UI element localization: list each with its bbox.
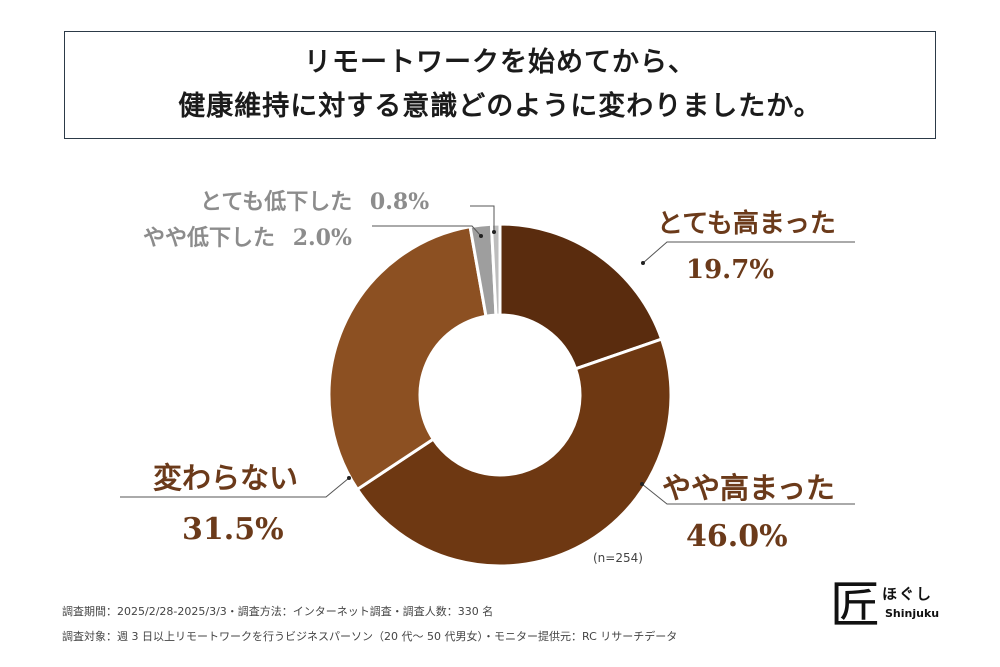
leader-somewhat-increased-dot [640,482,644,486]
label-very-decreased: とても低下した [200,189,353,215]
title-line-1: リモートワークを始めてから、 [304,47,696,78]
leader-unchanged [120,477,350,498]
logo-mark: 匠 [830,576,880,634]
brand-logo: 匠 ほぐし Shinjuku [830,575,960,635]
label-very-increased: とても高まった [657,209,836,239]
sample-size-note: (n=254) [593,551,643,565]
logo-kana: ほぐし [882,585,934,603]
label-unchanged: 変わらない [153,461,299,495]
title-line-2: 健康維持に対する意識どのように変わりましたか。 [178,91,822,122]
leader-very-increased-dot [641,261,645,265]
leader-very-increased [642,241,855,264]
footer-survey-target: 調査対象：週 3 日以上リモートワークを行うビジネスパーソン（20 代～ 50 … [62,630,678,643]
label-somewhat-decreased-group: やや低下した 2.0% [143,220,352,252]
title-box: リモートワークを始めてから、 健康維持に対する意識どのように変わりましたか。 [64,31,936,139]
value-somewhat-increased: 46.0% [686,519,788,554]
slice-unchanged [327,224,488,492]
value-very-increased: 19.7% [686,255,775,285]
leader-very-decreased [470,205,495,232]
value-somewhat-decreased: 2.0% [292,225,352,251]
leader-somewhat-decreased-dot [479,234,483,238]
leader-unchanged-dot [347,476,351,480]
value-unchanged: 31.5% [182,512,284,547]
leader-very-decreased-dot [492,230,496,234]
leader-somewhat-decreased [372,225,482,237]
value-very-decreased: 0.8% [369,189,430,215]
label-somewhat-decreased: やや低下した [143,225,276,251]
logo-roman: Shinjuku [885,607,940,620]
label-very-decreased-group: とても低下した 0.8% [200,184,429,216]
slice-very-increased [498,222,664,371]
slice-somewhat-increased [355,337,673,568]
label-somewhat-increased: やや高まった [662,471,835,505]
leader-somewhat-increased [641,483,855,505]
footer-survey-period: 調査期間：2025/2/28-2025/3/3・調査方法：インターネット調査・調… [62,605,494,618]
